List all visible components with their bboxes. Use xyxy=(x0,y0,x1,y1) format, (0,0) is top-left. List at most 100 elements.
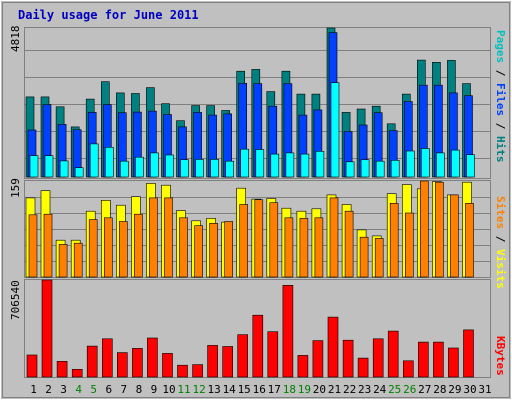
bar-sites-day-4 xyxy=(73,242,83,278)
bar-kbytes-day-10 xyxy=(162,353,173,378)
bar-pages-day-18 xyxy=(285,152,295,178)
bar-kbytes-day-18 xyxy=(282,284,294,378)
ylabel-sites: Sites xyxy=(494,196,507,229)
bar-pages-day-14 xyxy=(225,160,234,178)
ylabel-kbytes: KBytes xyxy=(494,336,507,376)
day-label-12: 12 xyxy=(192,383,205,396)
day-label-4: 4 xyxy=(75,383,82,396)
day-label-22: 22 xyxy=(343,383,356,396)
day-label-23: 23 xyxy=(358,383,371,396)
bar-kbytes-day-17 xyxy=(267,331,279,378)
bar-kbytes-day-1 xyxy=(26,354,38,378)
bar-kbytes-day-20 xyxy=(312,340,324,378)
bar-pages-day-9 xyxy=(150,152,159,178)
bar-kbytes-day-14 xyxy=(222,346,233,378)
panel0-ylabel: Pages / Files / Hits xyxy=(494,30,507,163)
bar-pages-day-13 xyxy=(210,159,219,178)
bar-sites-day-7 xyxy=(119,221,128,278)
ylabel-hits: Hits xyxy=(494,136,507,163)
bar-kbytes-day-7 xyxy=(117,352,128,378)
bar-pages-day-23 xyxy=(360,159,370,178)
bar-kbytes-day-5 xyxy=(86,345,98,378)
day-label-20: 20 xyxy=(313,383,326,396)
bar-pages-day-22 xyxy=(345,161,355,178)
bar-kbytes-day-15 xyxy=(237,334,248,378)
bar-pages-day-2 xyxy=(44,155,54,178)
bar-sites-day-21 xyxy=(329,197,339,278)
bar-kbytes-day-11 xyxy=(177,364,188,378)
bar-kbytes-day-3 xyxy=(56,360,68,378)
bar-pages-day-1 xyxy=(29,155,39,178)
day-labels: 1 2 3 4 5 6 7 8 9 10 11 12 13 14 15 16 17 18 19 20 21 22 23 24 2… xyxy=(30,383,491,396)
bar-sites-day-13 xyxy=(209,223,218,278)
bar-kbytes-day-2 xyxy=(41,279,53,378)
bar-kbytes-day-12 xyxy=(192,364,203,378)
day-label-24: 24 xyxy=(373,383,387,396)
bar-pages-day-29 xyxy=(451,149,460,178)
ylabel-pages: Pages xyxy=(494,30,507,63)
day-label-1: 1 xyxy=(30,383,37,396)
day-label-29: 29 xyxy=(448,383,461,396)
bar-pages-day-25 xyxy=(390,160,400,178)
bar-sites-day-3 xyxy=(58,244,68,278)
bar-pages-day-7 xyxy=(120,160,129,178)
bar-pages-day-3 xyxy=(59,160,69,178)
hits-max-label: 4818 xyxy=(9,26,22,53)
bar-pages-day-15 xyxy=(240,148,249,178)
bar-pages-day-10 xyxy=(165,154,174,178)
day-label-31: 31 xyxy=(478,383,491,396)
bar-sites-day-29 xyxy=(450,194,459,278)
day-label-16: 16 xyxy=(253,383,266,396)
bar-sites-day-23 xyxy=(359,236,369,278)
bar-sites-day-26 xyxy=(404,212,414,278)
day-label-8: 8 xyxy=(136,383,143,396)
bar-pages-day-19 xyxy=(300,153,310,178)
bar-sites-day-16 xyxy=(254,199,264,278)
bar-kbytes-day-19 xyxy=(297,355,309,378)
bar-sites-day-30 xyxy=(465,203,474,278)
bar-sites-day-9 xyxy=(149,197,158,278)
bar-sites-day-24 xyxy=(374,238,384,278)
bar-pages-day-27 xyxy=(420,148,430,178)
day-label-5: 5 xyxy=(90,383,97,396)
ylabel-sep3: / xyxy=(494,229,507,249)
bar-pages-day-12 xyxy=(195,159,204,178)
bar-kbytes-day-26 xyxy=(402,360,414,378)
kbytes-max-label: 706540 xyxy=(9,280,22,320)
bar-sites-day-14 xyxy=(224,221,233,278)
bar-pages-day-4 xyxy=(74,167,84,178)
day-label-13: 13 xyxy=(207,383,220,396)
bar-sites-day-20 xyxy=(314,217,324,278)
day-label-2: 2 xyxy=(45,383,52,396)
bar-sites-day-17 xyxy=(269,202,279,278)
bar-sites-day-25 xyxy=(389,203,399,278)
bar-sites-day-10 xyxy=(164,197,173,278)
bar-sites-day-6 xyxy=(104,217,113,278)
bar-kbytes-day-8 xyxy=(132,348,143,378)
bar-kbytes-day-30 xyxy=(463,329,474,378)
bar-sites-day-5 xyxy=(88,219,98,278)
day-label-10: 10 xyxy=(162,383,175,396)
sites-max-label: 159 xyxy=(9,178,22,198)
bar-pages-day-17 xyxy=(270,153,280,178)
bar-kbytes-day-22 xyxy=(342,339,354,378)
bar-kbytes-day-25 xyxy=(387,330,399,378)
day-label-26: 26 xyxy=(403,383,416,396)
day-label-19: 19 xyxy=(298,383,311,396)
day-label-11: 11 xyxy=(177,383,190,396)
day-label-30: 30 xyxy=(463,383,476,396)
bar-kbytes-day-27 xyxy=(417,341,429,378)
bar-kbytes-day-24 xyxy=(372,338,384,378)
ylabel-sep1: / xyxy=(494,63,507,83)
bar-pages-day-6 xyxy=(105,147,114,178)
bar-pages-day-5 xyxy=(89,143,99,178)
day-label-18: 18 xyxy=(283,383,296,396)
bar-kbytes-day-4 xyxy=(71,368,83,378)
bar-sites-day-11 xyxy=(179,217,188,278)
day-label-7: 7 xyxy=(120,383,127,396)
bar-sites-day-8 xyxy=(134,213,143,278)
bar-pages-day-30 xyxy=(466,154,475,178)
ylabel-visits: Visits xyxy=(494,249,507,289)
bar-sites-day-19 xyxy=(299,218,309,278)
